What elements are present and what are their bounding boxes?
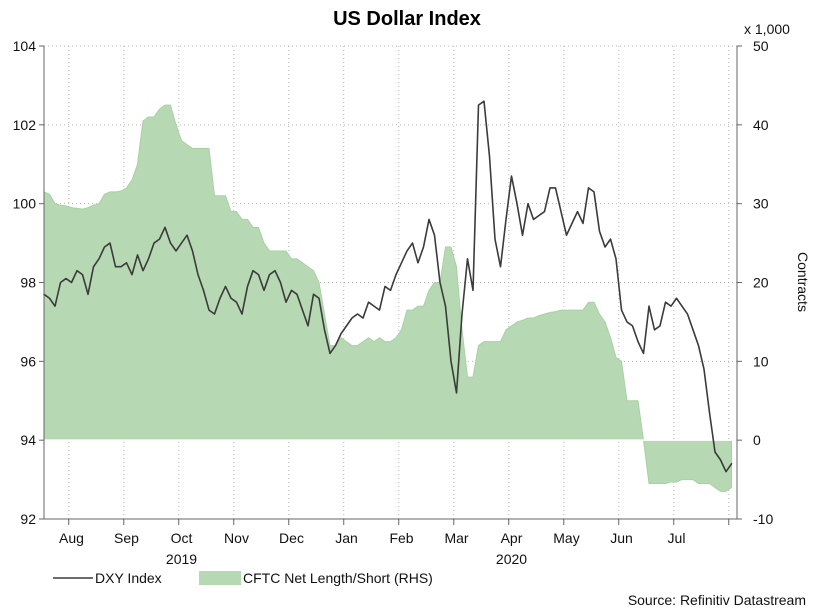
area-layer bbox=[43, 104, 737, 492]
right-axis-title: Contracts bbox=[795, 252, 811, 312]
x-axis-month-label: May bbox=[553, 530, 579, 546]
chart-title: US Dollar Index bbox=[333, 8, 481, 30]
x-axis-month-label: Sep bbox=[114, 530, 139, 546]
x-axis-month-label: Feb bbox=[389, 530, 413, 546]
dxy-index-line bbox=[43, 100, 733, 473]
left-y-tick-label: 92 bbox=[20, 511, 36, 527]
legend-cftc-swatch bbox=[199, 571, 241, 585]
right-y-tick-label: 0 bbox=[753, 432, 761, 448]
x-axis-year-label-2019: 2019 bbox=[166, 551, 197, 567]
left-y-tick-label: 100 bbox=[13, 196, 37, 212]
right-y-tick-label: 10 bbox=[753, 353, 769, 369]
legend-cftc-label: CFTC Net Length/Short (RHS) bbox=[243, 570, 433, 586]
x-axis-month-label: Mar bbox=[444, 530, 468, 546]
right-y-tick-label: -10 bbox=[753, 511, 773, 527]
axis-layer bbox=[39, 45, 742, 585]
line-layer bbox=[43, 100, 733, 473]
x-axis-month-label: Jun bbox=[610, 530, 633, 546]
x-axis-month-label: Jul bbox=[668, 530, 686, 546]
cftc-net-length-short-area bbox=[43, 104, 732, 492]
left-y-tick-label: 94 bbox=[20, 432, 36, 448]
right-y-tick-label: 20 bbox=[753, 275, 769, 291]
right-y-tick-label: 30 bbox=[753, 196, 769, 212]
x-axis-month-label: Apr bbox=[501, 530, 523, 546]
left-y-tick-label: 104 bbox=[13, 38, 37, 54]
legend-dxy-label: DXY Index bbox=[95, 570, 162, 586]
x-axis-month-label: Dec bbox=[279, 530, 304, 546]
x-axis-month-label: Nov bbox=[224, 530, 249, 546]
left-y-tick-label: 96 bbox=[20, 353, 36, 369]
right-y-tick-label: 50 bbox=[753, 38, 769, 54]
source-label: Source: Refinitiv Datastream bbox=[628, 592, 806, 608]
text-layer: 92 94 96 98 100 102 104 -10 0 10 20 30 40 50 Aug Sep Oct… bbox=[13, 8, 811, 608]
right-axis-unit-label: x 1,000 bbox=[744, 21, 790, 37]
x-axis-month-label: Aug bbox=[59, 530, 84, 546]
left-y-tick-label: 102 bbox=[13, 117, 37, 133]
x-axis-year-label-2020: 2020 bbox=[496, 551, 527, 567]
x-axis-month-label: Jan bbox=[335, 530, 358, 546]
left-y-tick-label: 98 bbox=[20, 275, 36, 291]
right-y-tick-label: 40 bbox=[753, 117, 769, 133]
x-axis-month-label: Oct bbox=[171, 530, 193, 546]
